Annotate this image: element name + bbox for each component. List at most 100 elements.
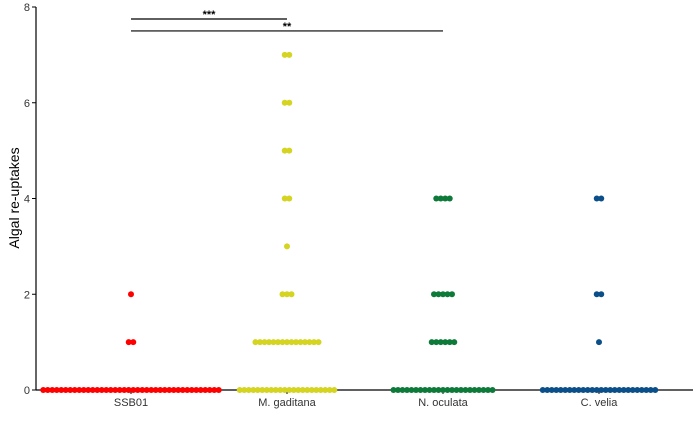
data-dot bbox=[254, 387, 261, 393]
data-dot bbox=[408, 387, 415, 393]
data-dot bbox=[471, 387, 478, 393]
y-tick-label: 6 bbox=[24, 98, 30, 110]
data-dot bbox=[331, 387, 338, 393]
data-dot bbox=[94, 387, 101, 393]
data-dot bbox=[404, 387, 410, 393]
data-dot bbox=[440, 387, 446, 393]
data-dot bbox=[281, 387, 288, 393]
data-dot bbox=[112, 387, 119, 393]
data-dot bbox=[616, 387, 623, 393]
data-dot bbox=[548, 387, 555, 393]
data-dot bbox=[134, 387, 141, 393]
data-dot bbox=[489, 387, 496, 393]
data-dot bbox=[629, 387, 636, 393]
data-dot bbox=[544, 387, 551, 393]
data-dot bbox=[103, 387, 110, 393]
data-dot bbox=[311, 339, 317, 346]
data-dot bbox=[638, 387, 645, 393]
data-dot bbox=[596, 339, 602, 346]
data-dot bbox=[125, 387, 132, 393]
data-dot bbox=[130, 387, 137, 393]
data-dot bbox=[281, 51, 288, 58]
data-dot bbox=[67, 387, 74, 393]
data-dot bbox=[270, 339, 277, 346]
data-dot bbox=[139, 387, 146, 393]
data-dot bbox=[288, 291, 295, 298]
significance-label: ** bbox=[283, 21, 292, 33]
data-dot bbox=[433, 339, 440, 346]
data-dots bbox=[40, 51, 659, 393]
data-dot bbox=[107, 387, 114, 393]
data-dot bbox=[89, 387, 96, 393]
y-tick-label: 4 bbox=[24, 194, 30, 206]
x-tick-label: SSB01 bbox=[114, 397, 148, 409]
data-dot bbox=[611, 387, 618, 393]
data-dot bbox=[175, 387, 182, 393]
data-dot bbox=[315, 339, 322, 346]
data-dot bbox=[250, 387, 257, 393]
data-dot bbox=[593, 387, 600, 393]
data-dot bbox=[607, 387, 614, 393]
data-dot bbox=[593, 195, 600, 202]
data-dot bbox=[440, 291, 446, 298]
data-dot bbox=[431, 387, 437, 393]
data-dot bbox=[458, 387, 464, 393]
data-dot bbox=[562, 387, 569, 393]
data-dot bbox=[575, 387, 582, 393]
data-dot bbox=[252, 339, 259, 346]
x-tick-label: C. velia bbox=[581, 397, 619, 409]
data-dot bbox=[286, 147, 293, 154]
data-dot bbox=[302, 339, 308, 346]
data-dot bbox=[647, 387, 654, 393]
data-dot bbox=[304, 387, 311, 393]
data-dot bbox=[598, 387, 605, 393]
data-dot bbox=[261, 339, 268, 346]
data-dot bbox=[161, 387, 168, 393]
data-dot bbox=[625, 387, 632, 393]
data-dot bbox=[98, 387, 105, 393]
data-dot bbox=[263, 387, 270, 393]
data-dot bbox=[602, 387, 609, 393]
data-dot bbox=[449, 291, 455, 298]
data-dot bbox=[598, 291, 605, 298]
data-dot bbox=[444, 387, 451, 393]
data-dot bbox=[193, 387, 200, 393]
data-dot bbox=[128, 291, 134, 298]
data-dot bbox=[317, 387, 324, 393]
data-dot bbox=[277, 387, 284, 393]
data-dot bbox=[426, 387, 433, 393]
data-dot bbox=[80, 387, 87, 393]
data-dot bbox=[268, 387, 275, 393]
data-dot bbox=[286, 195, 293, 202]
data-dot bbox=[433, 195, 440, 202]
data-dot bbox=[44, 387, 51, 393]
data-dot bbox=[245, 387, 252, 393]
data-dot bbox=[121, 387, 128, 393]
data-dot bbox=[390, 387, 397, 393]
data-dot bbox=[446, 195, 453, 202]
data-dot bbox=[437, 195, 444, 202]
data-dot bbox=[299, 387, 306, 393]
data-dot bbox=[308, 387, 315, 393]
data-dot bbox=[435, 387, 442, 393]
data-dot bbox=[241, 387, 248, 393]
data-dot bbox=[152, 387, 159, 393]
data-dot bbox=[557, 387, 564, 393]
data-dot bbox=[313, 387, 320, 393]
data-dot bbox=[259, 387, 266, 393]
data-dot bbox=[326, 387, 333, 393]
data-dot bbox=[444, 291, 451, 298]
data-dot bbox=[634, 387, 641, 393]
data-dot bbox=[188, 387, 195, 393]
data-dot bbox=[143, 387, 150, 393]
data-dot bbox=[53, 387, 60, 393]
data-dot bbox=[76, 387, 83, 393]
data-dot bbox=[211, 387, 218, 393]
data-dot bbox=[399, 387, 406, 393]
data-dot bbox=[286, 387, 293, 393]
data-dot bbox=[293, 339, 299, 346]
data-dot bbox=[437, 339, 444, 346]
data-dot bbox=[643, 387, 650, 393]
data-dot bbox=[306, 339, 313, 346]
significance-label: *** bbox=[203, 9, 217, 21]
